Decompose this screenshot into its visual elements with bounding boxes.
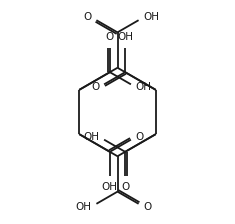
Text: O: O: [83, 12, 92, 22]
Text: O: O: [106, 32, 114, 42]
Text: OH: OH: [136, 82, 152, 92]
Text: OH: OH: [117, 32, 133, 42]
Text: OH: OH: [83, 132, 99, 142]
Text: OH: OH: [143, 12, 159, 22]
Text: OH: OH: [76, 202, 92, 212]
Text: O: O: [143, 202, 152, 212]
Text: O: O: [136, 132, 144, 142]
Text: O: O: [121, 182, 129, 192]
Text: OH: OH: [102, 182, 118, 192]
Text: O: O: [91, 82, 99, 92]
